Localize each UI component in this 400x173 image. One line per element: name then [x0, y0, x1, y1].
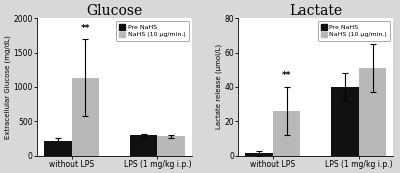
Y-axis label: Extracellular Glucose (mg/dL): Extracellular Glucose (mg/dL) — [4, 35, 11, 139]
Bar — [44, 140, 72, 156]
Title: Lactate: Lactate — [289, 4, 342, 18]
Y-axis label: Lactate release (μmol/L): Lactate release (μmol/L) — [215, 44, 222, 129]
Bar — [158, 136, 185, 156]
Bar — [130, 135, 158, 156]
Text: *: * — [370, 28, 375, 37]
Title: Glucose: Glucose — [86, 4, 143, 18]
Bar — [72, 78, 99, 156]
Legend: Pre NaHS, NaHS (10 μg/min.): Pre NaHS, NaHS (10 μg/min.) — [116, 21, 189, 41]
Bar — [331, 87, 359, 156]
Legend: Pre NaHS, NaHS (10 μg/min.): Pre NaHS, NaHS (10 μg/min.) — [318, 21, 390, 41]
Bar — [273, 111, 300, 156]
Text: **: ** — [80, 24, 90, 33]
Bar — [246, 153, 273, 156]
Bar — [359, 68, 386, 156]
Text: **: ** — [282, 71, 292, 80]
